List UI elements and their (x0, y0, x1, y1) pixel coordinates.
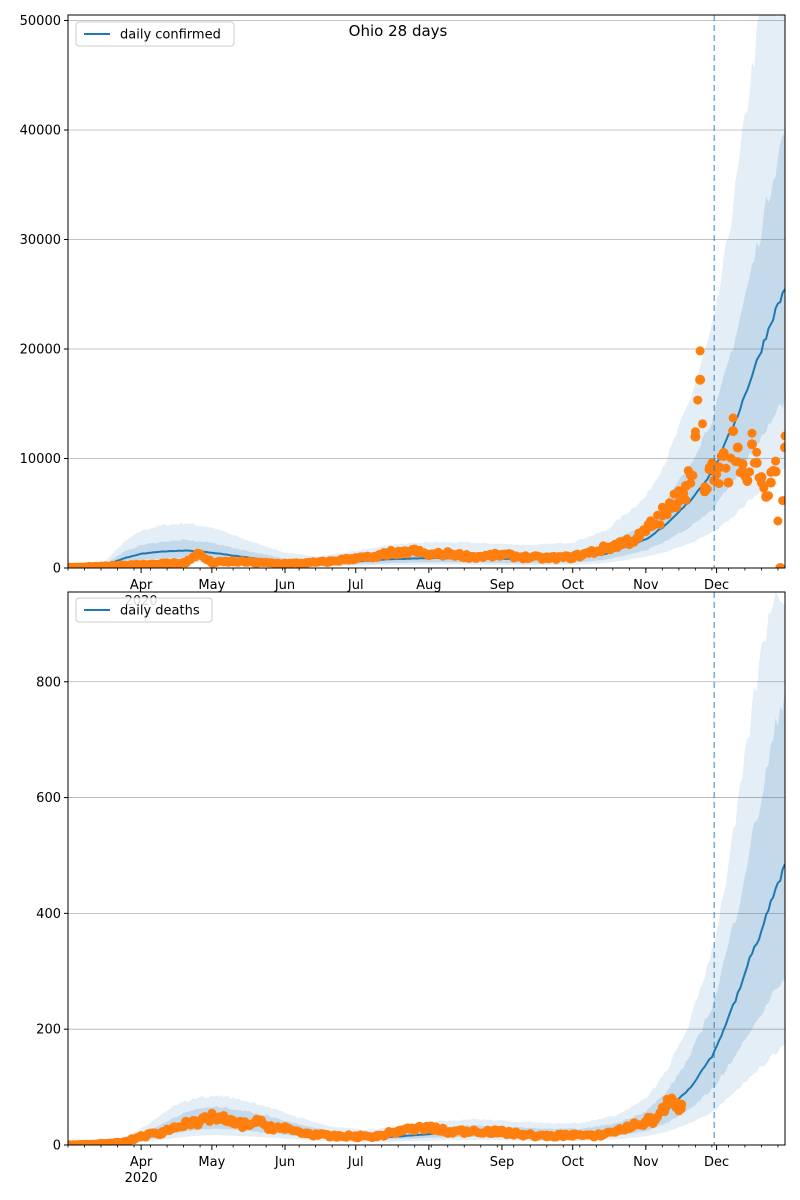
observed-point (747, 428, 757, 438)
legend-label-daily-confirmed: daily confirmed (120, 28, 221, 43)
y-tick-label: 400 (36, 907, 61, 922)
x-tick-label: Oct (561, 578, 583, 593)
observed-point (780, 431, 785, 441)
observed-point (728, 413, 738, 423)
x-tick-label: May (198, 1155, 225, 1170)
x-tick-label: Jun (274, 578, 295, 593)
observed-point (695, 346, 705, 356)
observed-point (752, 447, 762, 457)
outer-uncertainty-band (68, 592, 785, 1145)
observed-point (749, 458, 759, 468)
x-tick-label: Aug (416, 1155, 441, 1170)
chart-title: Ohio 28 days (349, 22, 448, 40)
inner-uncertainty-band (68, 686, 785, 1145)
observed-point (672, 1097, 681, 1107)
confirmed-legend: daily confirmed (75, 21, 235, 47)
observed-point (662, 510, 672, 520)
observed-point (764, 491, 773, 501)
x-tick-year-label: 2020 (125, 1171, 158, 1186)
confirmed-grid (68, 20, 785, 459)
observed-point (688, 470, 698, 480)
observed-point (723, 478, 733, 487)
x-tick-label: Jul (347, 578, 364, 593)
observed-point (771, 456, 781, 466)
x-tick-label: Oct (561, 1155, 583, 1170)
y-tick-label: 50000 (20, 14, 61, 29)
observed-point (653, 510, 663, 520)
y-tick-label: 600 (36, 791, 61, 806)
x-tick-label: Dec (704, 578, 729, 593)
observed-point (702, 484, 712, 494)
observed-point (712, 470, 722, 479)
x-tick-label: Sep (490, 1155, 515, 1170)
observed-point (698, 419, 707, 429)
observed-point (695, 374, 706, 385)
observed-point (686, 478, 696, 488)
observed-point (765, 477, 776, 488)
y-tick-label: 10000 (20, 452, 61, 467)
x-tick-label: Apr (130, 578, 153, 593)
observed-point (660, 1107, 670, 1117)
confirmed-y-axis: 0 10000 20000 30000 40000 50000 (20, 14, 68, 577)
y-tick-label: 800 (36, 675, 61, 690)
confirmed-axes-frame (67, 14, 786, 569)
observed-point (676, 1104, 686, 1114)
observed-point (641, 527, 651, 537)
confirmed-observed-points (68, 346, 785, 568)
deaths-axes-frame (67, 591, 786, 1146)
x-tick-label: Nov (633, 1155, 659, 1170)
y-tick-label: 0 (53, 1139, 61, 1154)
y-tick-label: 20000 (20, 342, 61, 357)
observed-point (775, 563, 785, 568)
legend-label-daily-deaths: daily deaths (120, 604, 200, 619)
observed-point (778, 496, 785, 506)
observed-point (780, 442, 785, 453)
observed-point (732, 442, 743, 453)
x-tick-label: Nov (633, 578, 659, 593)
observed-point (759, 483, 769, 493)
deaths-y-axis: 0 200 400 600 800 (36, 675, 68, 1154)
observed-point (773, 516, 783, 526)
deaths-uncertainty-bands (68, 592, 785, 1145)
x-tick-label: May (198, 578, 225, 593)
x-tick-label: Sep (490, 578, 515, 593)
observed-point (674, 497, 684, 507)
observed-point (733, 457, 743, 467)
deaths-grid (68, 681, 785, 1030)
y-tick-label: 200 (36, 1023, 61, 1038)
x-tick-label: Dec (704, 1155, 729, 1170)
observed-point (681, 495, 691, 505)
observed-point (693, 395, 703, 405)
observed-point (728, 426, 739, 437)
x-tick-label: Jun (274, 1155, 295, 1170)
y-tick-label: 30000 (20, 233, 61, 248)
x-tick-label: Aug (416, 578, 441, 593)
x-tick-label: Jul (347, 1155, 364, 1170)
observed-point (721, 463, 731, 473)
x-tick-label: Apr (130, 1155, 153, 1170)
deaths-legend: daily deaths (75, 597, 213, 623)
observed-point (719, 452, 729, 461)
observed-point (714, 479, 724, 489)
observed-point (690, 427, 700, 437)
observed-point (669, 489, 679, 499)
y-tick-label: 40000 (20, 123, 61, 138)
observed-point (742, 477, 752, 487)
outer-uncertainty-band (68, 15, 785, 568)
observed-point (655, 520, 665, 530)
observed-point (747, 439, 757, 450)
observed-point (745, 467, 755, 477)
observed-point (768, 465, 778, 475)
confirmed-uncertainty-bands (68, 15, 785, 568)
y-tick-label: 0 (53, 562, 61, 577)
deaths-observed-points (68, 1093, 687, 1145)
